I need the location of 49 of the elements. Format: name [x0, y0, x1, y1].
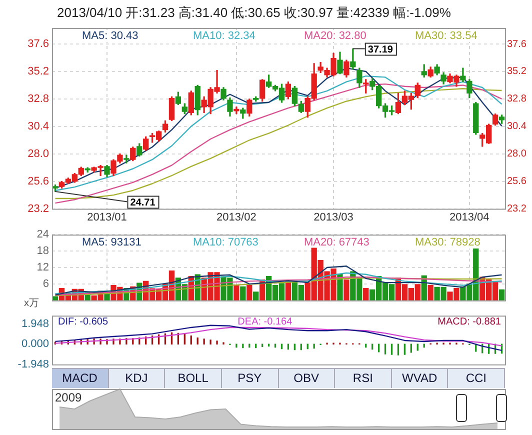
y2-tick-label: 25.6 [507, 176, 527, 188]
y-tick-label: 37.6 [28, 38, 49, 50]
y2-tick-label: 37.6 [507, 38, 527, 50]
annotation: 2009 [55, 390, 82, 404]
text: KDJ [108, 369, 166, 388]
y-tick-label: 6 [42, 278, 49, 290]
text: OBV [278, 369, 336, 388]
y-tick-label: 24 [36, 228, 49, 241]
x-tick-label: 2013/03 [314, 211, 354, 224]
y-tick-label: 23.2 [28, 202, 49, 215]
text: MA10: 32.34 [192, 30, 256, 42]
x-tick-label: 2013/02 [216, 211, 256, 224]
text: MA10: 70763 [192, 236, 258, 249]
y-tick-label: -1.948 [18, 358, 49, 370]
y2-tick-label: 23.2 [507, 204, 527, 215]
y-tick-label: 1.948 [21, 318, 49, 330]
series-label: MACD: -0.881 [438, 316, 502, 328]
y2-tick-label: 28.0 [507, 148, 527, 160]
x-tick-label: 2013/04 [450, 211, 490, 224]
text: PSY [222, 369, 278, 388]
y-tick-label: 25.6 [28, 175, 49, 188]
y-tick-label: 28.0 [28, 148, 49, 160]
text: MA5: 93131 [82, 236, 142, 249]
y-tick-label: 0.000 [21, 338, 49, 350]
annotation: 37.19 [368, 44, 394, 56]
text: MA20: 67743 [304, 236, 370, 249]
text: BOLL [165, 369, 222, 388]
text: WVAD [392, 369, 448, 388]
chart-title: 2013/04/10 开:31.23 高:31.40 低:30.65 收:30.97 量:42339 幅:-1.09% [57, 4, 451, 22]
text: CCI [448, 369, 505, 388]
y-tick-label: 30.4 [28, 120, 49, 132]
text: MA30: 78928 [414, 236, 480, 249]
text: MA5: 30.43 [82, 30, 138, 42]
y2-tick-label: 30.4 [507, 121, 527, 132]
series-label: DIF: -0.605 [58, 316, 108, 328]
text: RSI [335, 369, 392, 388]
x-tick-label: 2013/01 [87, 211, 127, 224]
annotation: 24.71 [130, 198, 156, 209]
y2-tick-label: 32.8 [507, 94, 527, 105]
text: MA30: 33.54 [414, 30, 478, 42]
series-label: DEA: -0.164 [238, 316, 293, 328]
y-tick-label: 35.2 [28, 66, 49, 78]
y-tick-label: 18 [36, 245, 49, 258]
y-tick-label: 32.8 [28, 92, 49, 105]
text: MACD [52, 369, 109, 388]
y2-tick-label: 35.2 [507, 66, 527, 78]
y-tick-label: 12 [36, 262, 49, 274]
y-axis-title: x万 [24, 297, 39, 310]
text: MA20: 32.80 [304, 30, 366, 42]
